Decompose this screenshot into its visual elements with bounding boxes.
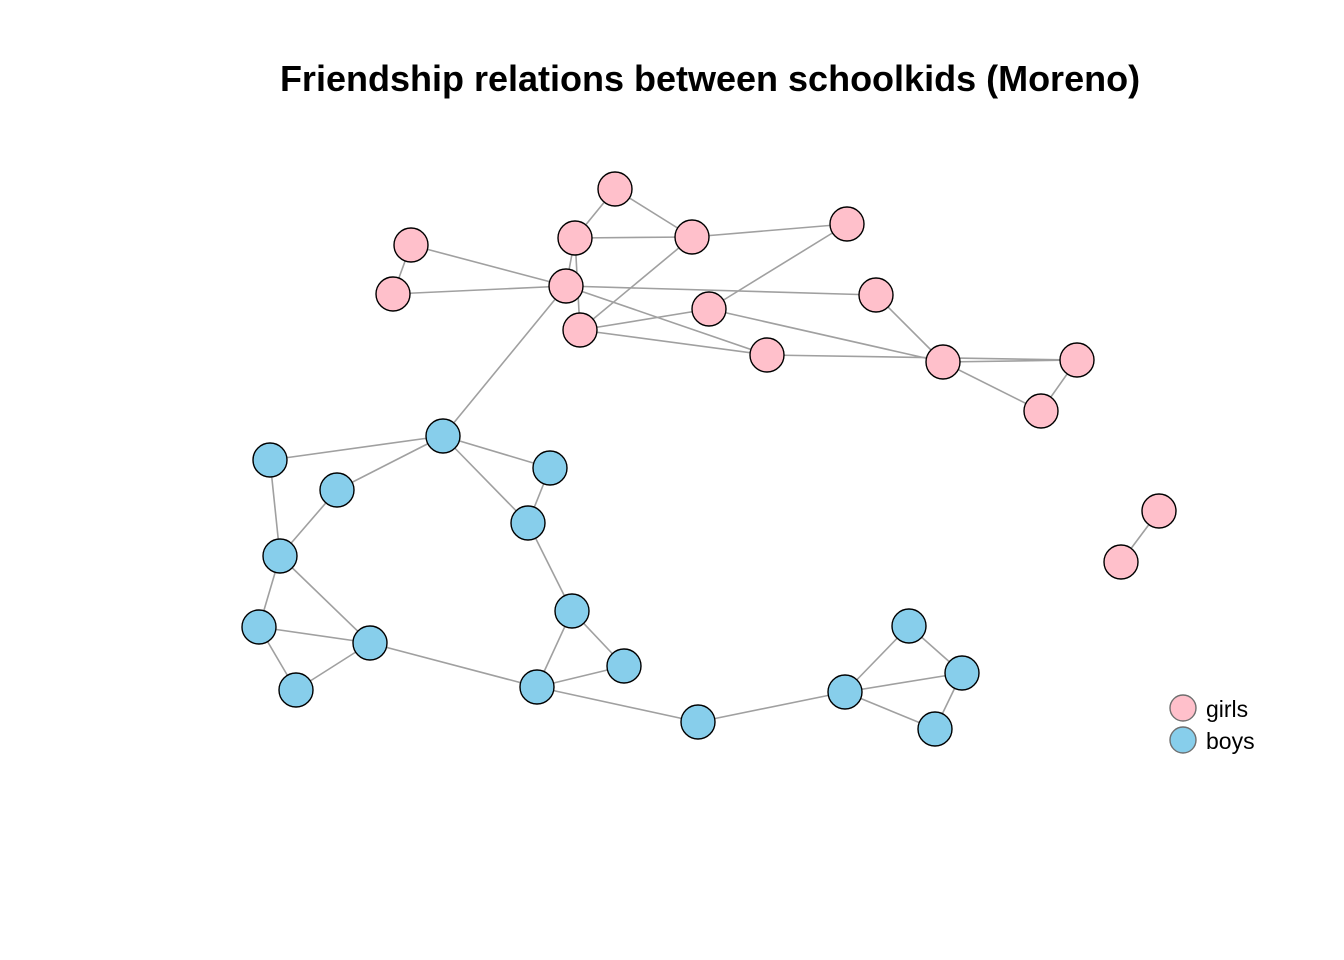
node-girls-g2	[393, 227, 429, 263]
node-girls-g6	[829, 206, 865, 242]
edge-b6-b8	[279, 555, 371, 644]
node-girls-g11	[858, 277, 894, 313]
node-boys-b14	[827, 674, 863, 710]
edge-g3-g4	[574, 236, 693, 239]
edge-g5-g7	[392, 285, 567, 295]
edges-layer	[258, 188, 1160, 730]
edge-g4-g8	[579, 236, 693, 331]
node-girls-g5	[375, 276, 411, 312]
edge-g7-g10	[565, 285, 768, 356]
legend-label-girls: girls	[1206, 696, 1248, 722]
edge-g8-g10	[579, 329, 768, 356]
node-girls-g10	[749, 337, 785, 373]
edge-b7-b8	[258, 626, 371, 644]
node-girls-g13	[1059, 342, 1095, 378]
node-boys-b11	[606, 648, 642, 684]
node-boys-b15	[891, 608, 927, 644]
edge-b1-b3	[336, 435, 444, 491]
node-boys-b17	[917, 711, 953, 747]
node-girls-g17	[1103, 544, 1139, 580]
nodes-layer	[241, 171, 1177, 747]
edge-b14-b16	[844, 672, 963, 693]
edge-b8-b12	[369, 642, 538, 688]
node-boys-b1	[425, 418, 461, 454]
node-girls-g7	[548, 268, 584, 304]
chart-title: Friendship relations between schoolkids …	[279, 58, 1141, 99]
edge-b13-b14	[697, 691, 846, 723]
legend: girls boys	[1169, 694, 1255, 754]
edge-g2-g7	[410, 244, 567, 287]
node-boys-b13	[680, 704, 716, 740]
edge-g7-b1	[442, 285, 567, 437]
node-boys-b3	[319, 472, 355, 508]
node-boys-b4	[532, 450, 568, 486]
node-girls-g16	[1141, 493, 1177, 529]
node-boys-b8	[352, 625, 388, 661]
edge-b12-b13	[536, 686, 699, 723]
node-boys-b7	[241, 609, 277, 645]
edge-g8-g9	[579, 308, 710, 331]
edge-g7-g11	[565, 285, 877, 296]
legend-label-boys: boys	[1206, 728, 1255, 754]
node-boys-b10	[278, 672, 314, 708]
edge-g12-g13	[942, 359, 1078, 363]
node-girls-g8	[562, 312, 598, 348]
node-girls-g3	[557, 220, 593, 256]
edge-g9-g12	[708, 308, 944, 363]
node-boys-b12	[519, 669, 555, 705]
node-girls-g4	[674, 219, 710, 255]
node-girls-g9	[691, 291, 727, 327]
edge-b1-b2	[269, 435, 444, 461]
edge-g10-g13	[766, 354, 1078, 361]
edge-b1-b5	[442, 435, 529, 524]
edge-b1-b4	[442, 435, 551, 469]
node-boys-b16	[944, 655, 980, 691]
edge-g4-g6	[691, 223, 848, 238]
node-boys-b9	[554, 593, 590, 629]
legend-swatch-boys	[1169, 726, 1197, 754]
edge-g12-g14	[942, 361, 1042, 412]
node-boys-b6	[262, 538, 298, 574]
node-girls-g14	[1023, 393, 1059, 429]
node-boys-b2	[252, 442, 288, 478]
node-girls-g12	[925, 344, 961, 380]
node-boys-b5	[510, 505, 546, 541]
edge-g6-g9	[708, 223, 848, 310]
node-girls-g1	[597, 171, 633, 207]
legend-swatch-girls	[1169, 694, 1197, 722]
